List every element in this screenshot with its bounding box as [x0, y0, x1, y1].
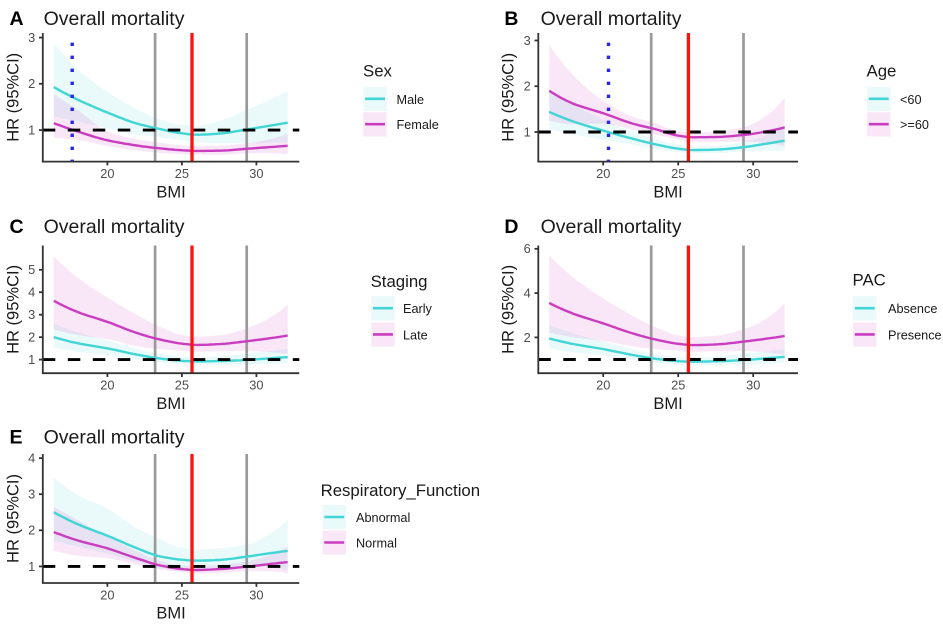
svg-text:1: 1: [28, 559, 35, 574]
svg-text:Abnormal: Abnormal: [356, 511, 410, 525]
svg-text:BMI: BMI: [156, 395, 185, 413]
svg-text:30: 30: [249, 588, 263, 603]
svg-text:B: B: [504, 8, 518, 30]
svg-text:30: 30: [249, 166, 263, 181]
svg-text:3: 3: [524, 33, 531, 48]
svg-text:4: 4: [28, 451, 35, 466]
svg-text:20: 20: [596, 166, 610, 181]
svg-text:4: 4: [28, 285, 35, 300]
svg-text:Overall mortality: Overall mortality: [44, 426, 185, 448]
svg-text:6: 6: [524, 241, 531, 256]
svg-text:20: 20: [100, 166, 114, 181]
svg-text:HR (95%CI): HR (95%CI): [5, 474, 23, 563]
svg-text:25: 25: [671, 378, 685, 393]
svg-text:Female: Female: [397, 118, 439, 132]
svg-text:Presence: Presence: [888, 328, 942, 342]
svg-text:BMI: BMI: [653, 184, 682, 202]
svg-text:1: 1: [524, 124, 531, 139]
svg-text:25: 25: [175, 166, 189, 181]
svg-text:BMI: BMI: [653, 395, 682, 413]
svg-text:PAC: PAC: [853, 271, 886, 290]
svg-text:Overall mortality: Overall mortality: [541, 8, 682, 30]
svg-text:2: 2: [524, 330, 531, 345]
svg-text:Overall mortality: Overall mortality: [44, 8, 185, 30]
svg-text:3: 3: [28, 30, 35, 45]
svg-text:A: A: [10, 8, 24, 30]
svg-text:2: 2: [524, 79, 531, 94]
svg-text:2: 2: [28, 76, 35, 91]
svg-text:Early: Early: [403, 302, 433, 316]
svg-text:BMI: BMI: [156, 184, 185, 202]
svg-text:D: D: [504, 216, 518, 238]
svg-text:Late: Late: [403, 328, 428, 342]
svg-text:Respiratory_Function: Respiratory_Function: [321, 481, 481, 500]
svg-text:25: 25: [671, 166, 685, 181]
svg-text:Male: Male: [397, 93, 425, 107]
svg-text:3: 3: [28, 487, 35, 502]
svg-text:Age: Age: [867, 62, 897, 81]
svg-text:20: 20: [596, 378, 610, 393]
svg-text:BMI: BMI: [156, 604, 185, 622]
svg-text:<60: <60: [900, 93, 922, 107]
svg-text:Overall mortality: Overall mortality: [44, 216, 185, 238]
svg-text:1: 1: [28, 352, 35, 367]
svg-text:4: 4: [524, 285, 531, 300]
svg-text:30: 30: [249, 378, 263, 393]
svg-text:20: 20: [100, 378, 114, 393]
svg-text:25: 25: [175, 378, 189, 393]
svg-text:Absence: Absence: [888, 302, 937, 316]
svg-text:3: 3: [28, 307, 35, 322]
svg-text:Staging: Staging: [371, 272, 428, 291]
svg-text:HR (95%CI): HR (95%CI): [499, 265, 517, 354]
svg-text:30: 30: [746, 166, 760, 181]
svg-text:25: 25: [175, 588, 189, 603]
svg-text:HR (95%CI): HR (95%CI): [499, 53, 517, 142]
svg-text:1: 1: [28, 123, 35, 138]
svg-text:20: 20: [100, 588, 114, 603]
svg-text:>=60: >=60: [900, 118, 929, 132]
svg-text:30: 30: [746, 378, 760, 393]
svg-text:Overall mortality: Overall mortality: [541, 216, 682, 238]
svg-text:E: E: [10, 426, 23, 448]
svg-text:Sex: Sex: [363, 62, 393, 81]
svg-text:HR (95%CI): HR (95%CI): [5, 265, 23, 354]
svg-text:2: 2: [28, 330, 35, 345]
svg-text:C: C: [10, 216, 24, 238]
svg-text:Normal: Normal: [356, 537, 397, 551]
svg-text:HR (95%CI): HR (95%CI): [5, 53, 23, 142]
svg-text:5: 5: [28, 262, 35, 277]
svg-text:2: 2: [28, 523, 35, 538]
